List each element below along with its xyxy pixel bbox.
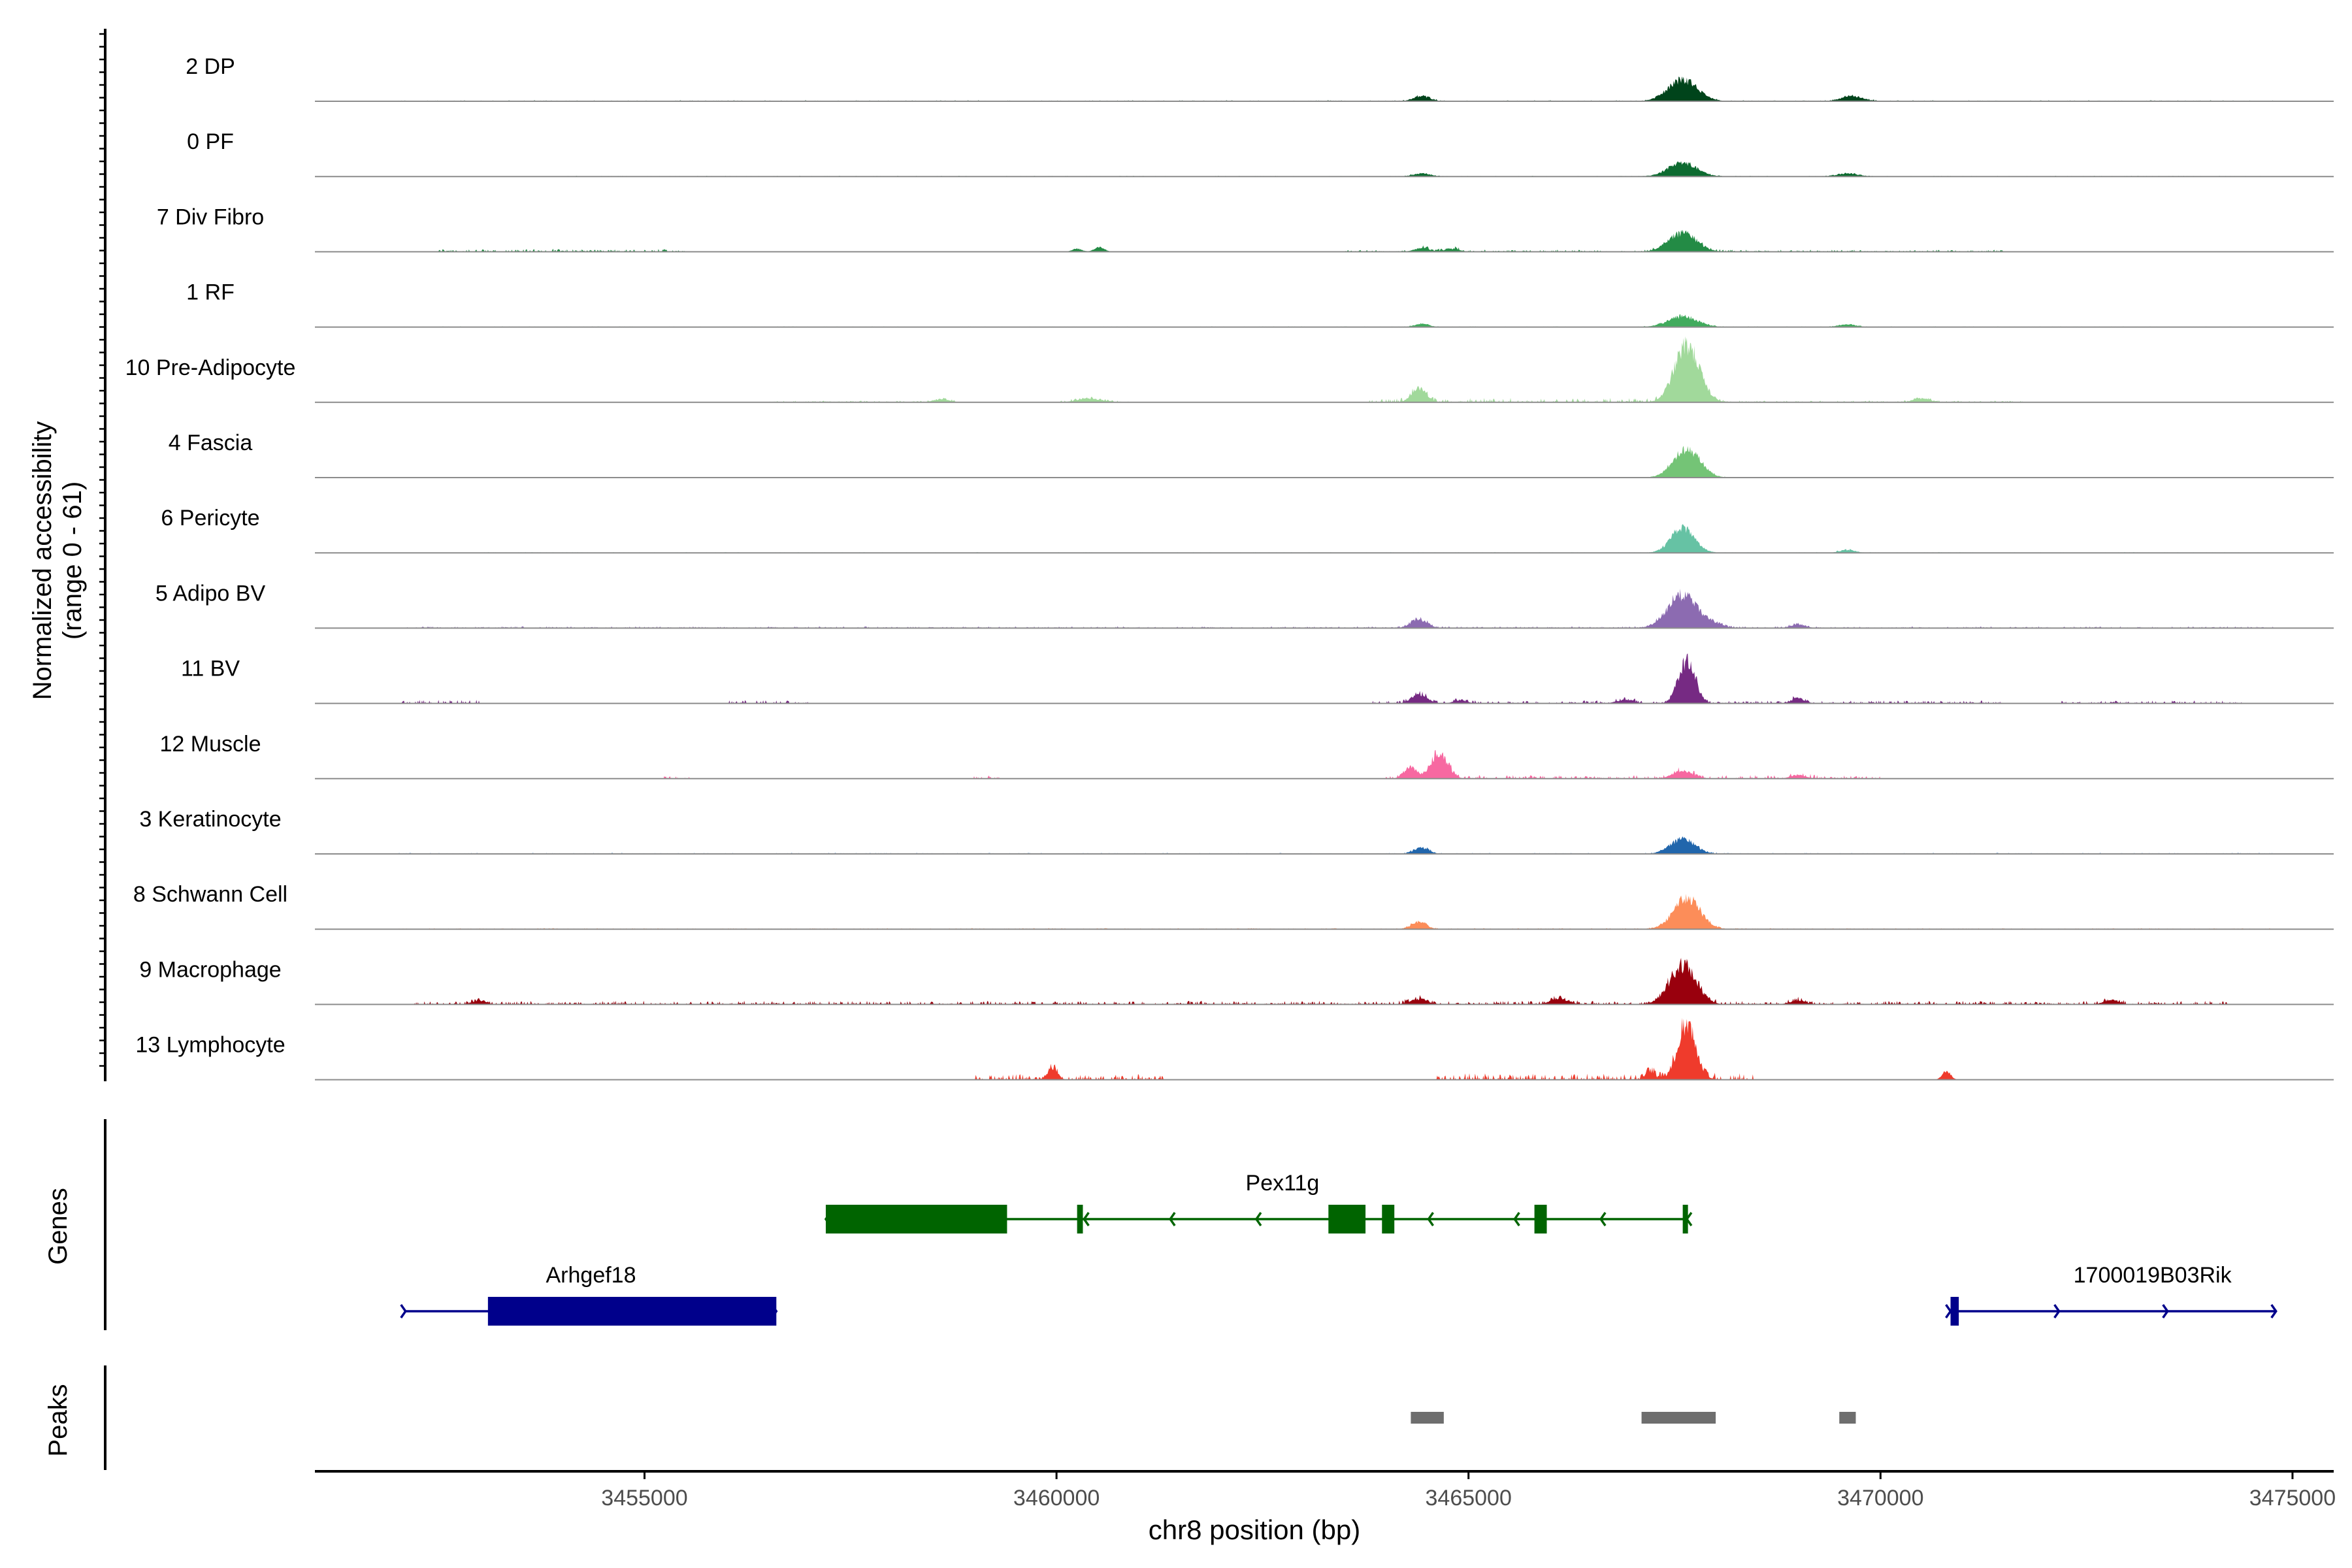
strand-arrow [1169,1211,1176,1227]
track-label: 2 DP [186,54,235,79]
strand-arrow [400,1303,407,1319]
track-label: 6 Pericyte [161,506,259,531]
track-label: 7 Div Fibro [157,204,264,229]
x-tick-label: 3475000 [2249,1486,2336,1511]
track-label: 4 Fascia [169,431,253,455]
track-1: 2 DP [186,54,2334,102]
x-tick-label: 3460000 [1013,1486,1100,1511]
x-tick-label: 3455000 [601,1486,687,1511]
gene-arhgef18: Arhgef18 [400,1263,778,1326]
genes-panel-label: Genes [44,1188,73,1265]
track-label: 12 Muscle [160,732,261,757]
track-13: 9 Macrophage [139,957,2334,1005]
y-axis-label-line1: Normalized accessibility [28,421,57,700]
genes-panel: Genes Pex11g Arhgef18 1700019B03Rik [44,1119,2278,1330]
coverage-area [315,314,2334,327]
strand-arrow [2053,1303,2061,1319]
strand-arrow [2270,1303,2278,1319]
gene-pex11g: Pex11g [824,1171,1693,1233]
strand-arrow [1599,1211,1607,1227]
track-10: 12 Muscle [160,732,2334,779]
track-11: 3 Keratinocyte [139,807,2334,855]
x-tick-label: 3465000 [1426,1486,1512,1511]
y-axis-label: Normalized accessibility (range 0 - 61) [28,421,87,700]
track-9: 11 BV [181,653,2334,704]
track-2: 0 PF [187,129,2334,178]
gene-exon [1382,1205,1395,1233]
x-axis-label: chr8 position (bp) [1149,1514,1361,1545]
peaks-panel: Peaks [44,1365,1856,1470]
gene-exon [1328,1205,1366,1233]
coverage-area [315,836,2334,854]
x-tick-label: 3470000 [1837,1486,1923,1511]
accessibility-axis [99,29,106,1081]
y-axis-label-line2: (range 0 - 61) [58,482,87,640]
track-label: 8 Schwann Cell [133,882,287,907]
coverage-area [315,446,2334,478]
gene-name-label: Pex11g [1246,1171,1320,1196]
coverage-area [315,336,2334,402]
coverage-area [315,524,2334,553]
gene-exon [1950,1297,1959,1326]
coverage-area [315,1017,2334,1080]
track-label: 13 Lymphocyte [135,1033,285,1058]
peaks-panel-label: Peaks [44,1384,73,1456]
gene-exon [1534,1205,1547,1233]
coverage-area [315,958,2334,1005]
track-8: 5 Adipo BV [155,581,2334,629]
coverage-area [315,653,2334,704]
gene-name-label: Arhgef18 [546,1263,636,1288]
gene-name-label: 1700019B03Rik [2074,1263,2232,1288]
coverage-tracks: 2 DP 0 PF 7 Div Fibro 1 RF 10 Pre-Adipocyte 4… [125,54,2334,1081]
peak-region [1411,1412,1444,1424]
strand-arrow [1254,1211,1262,1227]
track-12: 8 Schwann Cell [133,882,2334,930]
peak-region [1641,1412,1716,1424]
track-label: 3 Keratinocyte [139,807,281,832]
coverage-area [315,750,2334,779]
track-5: 10 Pre-Adipocyte [125,336,2334,403]
gene-exon [1077,1205,1083,1233]
track-label: 10 Pre-Adipocyte [125,355,296,380]
gene-exon [487,1297,777,1326]
gene-exon [825,1205,1007,1233]
track-3: 7 Div Fibro [157,204,2334,253]
strand-arrow [1945,1303,1952,1319]
coverage-area [315,76,2334,101]
track-6: 4 Fascia [169,431,2334,478]
track-label: 0 PF [187,129,234,154]
track-label: 5 Adipo BV [155,581,266,606]
strand-arrow [2162,1303,2169,1319]
x-axis: chr8 position (bp) 3455000 3460000 3465000… [315,1470,2336,1545]
strand-arrow [1427,1211,1434,1227]
track-14: 13 Lymphocyte [135,1017,2334,1081]
track-4: 1 RF [186,280,2334,328]
gene-1700019b03rik: 1700019B03Rik [1945,1263,2278,1326]
strand-arrow [1513,1211,1520,1227]
coverage-area [315,161,2334,177]
gene-exon [1682,1205,1688,1233]
coverage-area [315,589,2334,629]
coverage-area [315,894,2334,930]
peak-region [1839,1412,1856,1424]
track-label: 1 RF [186,280,235,305]
track-label: 9 Macrophage [139,957,281,982]
coverage-area [315,229,2334,252]
strand-arrow [1083,1211,1090,1227]
track-7: 6 Pericyte [161,506,2334,554]
track-label: 11 BV [181,657,240,681]
